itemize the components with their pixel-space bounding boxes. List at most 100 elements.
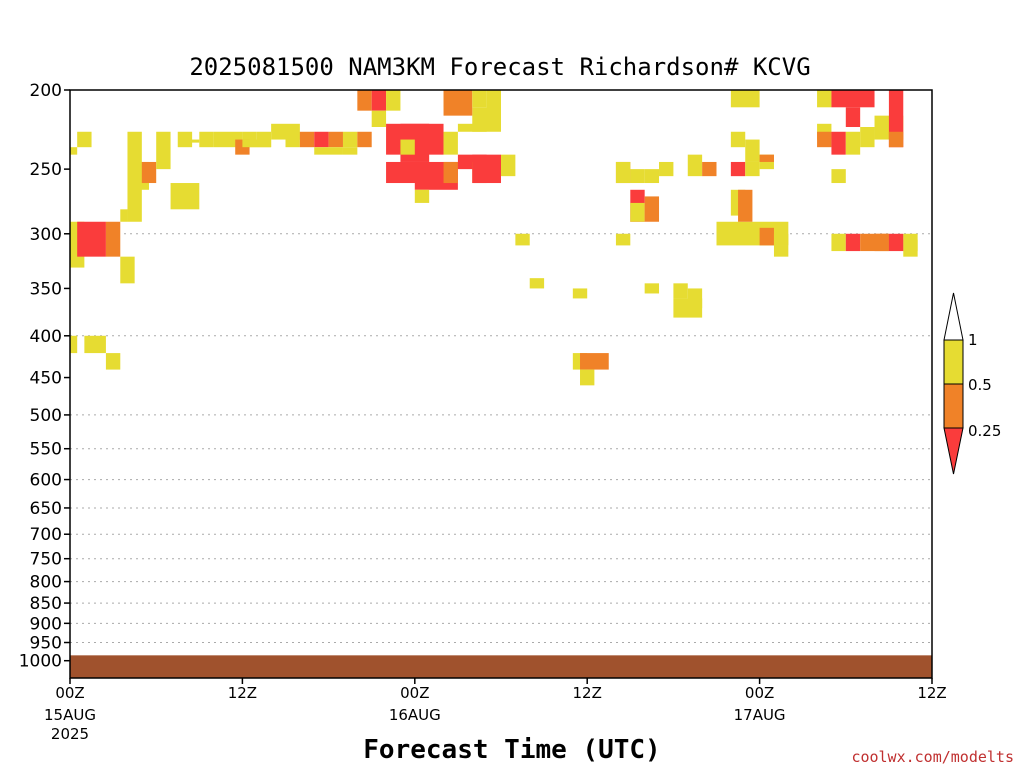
legend-box-mid (943, 383, 964, 429)
data-cell (84, 335, 106, 354)
data-cell (730, 90, 760, 108)
data-cell (687, 288, 703, 309)
x-tick-label: 00Z (400, 684, 429, 702)
data-cell (845, 233, 861, 252)
legend-label: 1 (968, 331, 978, 349)
data-cell (472, 90, 487, 108)
y-tick-label: 850 (30, 594, 62, 614)
data-cell (156, 131, 171, 170)
data-cell (299, 131, 315, 148)
data-cell (170, 183, 200, 210)
plot-frame (69, 89, 933, 679)
data-cell (443, 90, 473, 116)
data-cell (615, 161, 631, 184)
data-cell (738, 189, 753, 222)
data-cell (580, 353, 609, 370)
data-cell (888, 233, 904, 252)
data-cell (615, 233, 631, 246)
data-cell (486, 90, 501, 116)
data-cell (773, 233, 789, 246)
data-cell (730, 161, 746, 177)
data-cell (184, 139, 200, 143)
y-tick-label: 900 (30, 614, 62, 634)
data-cell (386, 90, 401, 111)
credit-text: coolwx.com/modelts (851, 748, 1014, 766)
data-cell (357, 131, 372, 148)
data-cell (177, 131, 193, 148)
y-tick-label: 550 (30, 440, 62, 460)
data-cell (501, 154, 516, 177)
data-cell (831, 90, 875, 108)
ground-fill (70, 655, 932, 678)
data-cell (817, 131, 832, 148)
data-cell (105, 221, 121, 257)
y-tick-label: 600 (30, 471, 62, 491)
data-cell (371, 110, 387, 128)
x-axis-label: Forecast Time (UTC) (363, 735, 660, 765)
data-cells (70, 90, 918, 386)
data-cell (845, 107, 861, 128)
x-tick-label: 12Z (917, 684, 946, 702)
x-tick-label: 00Z (55, 684, 84, 702)
legend-label: 0.5 (968, 376, 992, 394)
x-tick-label: 12Z (573, 684, 602, 702)
data-cell (644, 169, 660, 184)
data-cell (687, 154, 703, 177)
data-cell (831, 233, 846, 252)
data-cell (342, 147, 358, 155)
data-cell (105, 353, 121, 370)
y-tick-label: 800 (30, 573, 62, 593)
data-cell (745, 139, 760, 162)
data-cell (400, 139, 415, 155)
legend-bottom-arrow (943, 427, 964, 475)
chart-title: 2025081500 NAM3KM Forecast Richardson# K… (189, 53, 810, 81)
x-tick-date: 17AUG (734, 706, 786, 724)
data-cell (644, 196, 660, 222)
data-cell (702, 161, 717, 177)
y-tick-label: 650 (30, 499, 62, 519)
data-cell (874, 233, 889, 252)
data-cell (673, 283, 688, 299)
data-cell (759, 227, 774, 246)
legend-box-high (943, 339, 964, 385)
data-cell (860, 127, 875, 148)
data-cell (888, 131, 904, 148)
data-cell (342, 131, 358, 148)
data-cell (120, 209, 128, 222)
y-tick-label: 1000 (19, 652, 62, 672)
data-cell (70, 147, 78, 155)
x-tick-date: 16AUG (389, 706, 441, 724)
x-tick-year: 2025 (51, 725, 89, 743)
y-tick-label: 400 (30, 327, 62, 347)
data-cell (443, 131, 458, 155)
data-cell (120, 256, 135, 284)
data-cell (529, 278, 545, 289)
x-tick-label: 00Z (745, 684, 774, 702)
y-tick-label: 450 (30, 369, 62, 389)
y-axis: 200 250 300 350 400 450 500 550 600 650 700 750 8008… (19, 81, 70, 672)
data-cell (903, 233, 918, 252)
x-tick-date: 15AUG (44, 706, 96, 724)
y-tick-label: 250 (30, 160, 62, 180)
data-cell (572, 288, 588, 299)
y-tick-label: 350 (30, 279, 62, 299)
data-cell (831, 131, 846, 155)
data-cell (70, 335, 78, 354)
data-cell (443, 161, 458, 184)
data-cell (659, 161, 674, 177)
data-cell (357, 90, 372, 111)
data-cell (414, 189, 430, 203)
data-cell (371, 90, 387, 111)
data-cell (745, 161, 760, 177)
data-cell (77, 221, 106, 257)
data-cell (314, 131, 329, 148)
data-cell (630, 202, 645, 222)
data-cell (845, 131, 861, 155)
x-tick-label: 12Z (228, 684, 257, 702)
y-tick-label: 200 (30, 81, 62, 101)
y-tick-label: 500 (30, 406, 62, 426)
data-cell (77, 131, 92, 148)
y-tick-label: 700 (30, 525, 62, 545)
y-tick-label: 950 (30, 634, 62, 654)
